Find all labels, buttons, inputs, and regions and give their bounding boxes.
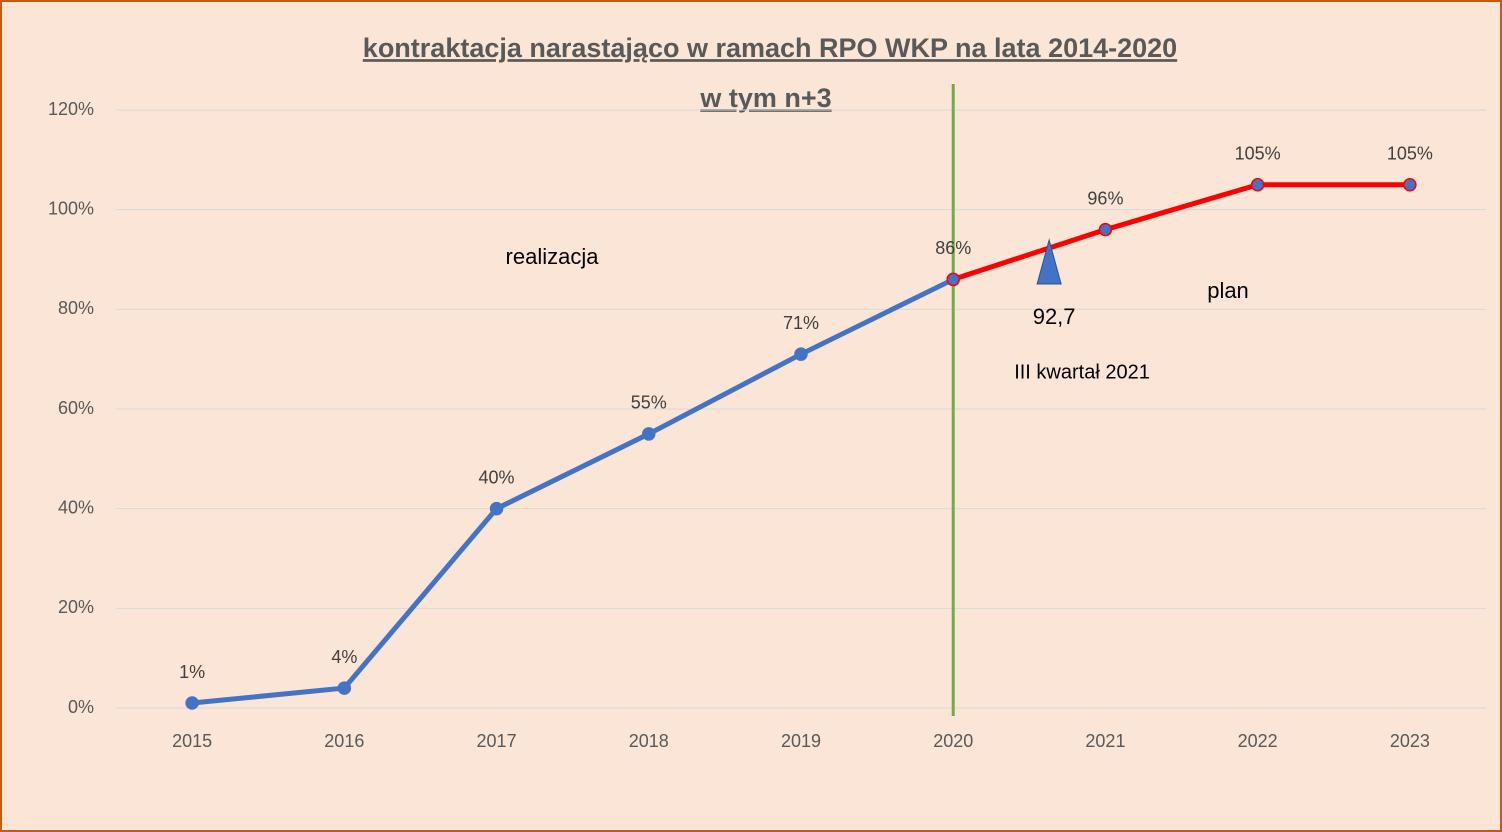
triangle-marker <box>1036 238 1062 285</box>
y-tick-label: 20% <box>58 597 94 617</box>
x-tick-label: 2016 <box>324 731 364 751</box>
data-point <box>185 696 199 710</box>
data-label: 86% <box>935 238 971 258</box>
y-tick-label: 0% <box>68 697 94 717</box>
data-point <box>337 681 352 695</box>
chart-subtitle: w tym n+3 <box>699 83 831 113</box>
data-label: 105% <box>1235 144 1281 164</box>
data-label: 71% <box>783 313 819 333</box>
data-point <box>1098 222 1113 237</box>
x-tick-label: 2019 <box>781 731 821 751</box>
data-point <box>794 347 808 361</box>
y-tick-label: 40% <box>58 497 94 517</box>
y-tick-label: 120% <box>48 99 94 119</box>
x-tick-label: 2018 <box>629 731 669 751</box>
y-tick-label: 80% <box>58 298 94 318</box>
series-line <box>952 182 1410 282</box>
marker-label: 92,7 <box>1033 304 1076 329</box>
annotation-text: III kwartał 2021 <box>1014 361 1150 383</box>
data-label: 96% <box>1087 188 1123 208</box>
data-label: 1% <box>179 662 205 682</box>
data-point <box>1250 178 1265 192</box>
data-point <box>946 272 960 287</box>
y-tick-label: 60% <box>58 398 94 418</box>
series-line <box>191 277 955 706</box>
series-name-label: realizacja <box>506 244 600 269</box>
data-label: 55% <box>631 393 667 413</box>
chart-title: kontraktacja narastająco w ramach RPO WK… <box>363 33 1177 63</box>
data-label: 105% <box>1387 144 1433 164</box>
data-label: 4% <box>331 647 357 667</box>
series-name-label: plan <box>1207 278 1249 303</box>
data-point <box>1403 178 1417 192</box>
x-tick-label: 2023 <box>1390 731 1430 751</box>
x-tick-label: 2021 <box>1085 731 1125 751</box>
x-tick-label: 2022 <box>1238 731 1278 751</box>
x-tick-label: 2020 <box>933 731 973 751</box>
x-tick-label: 2015 <box>172 731 212 751</box>
data-point <box>489 501 504 516</box>
data-label: 40% <box>479 467 515 487</box>
data-point <box>642 427 656 441</box>
y-tick-label: 100% <box>48 198 94 218</box>
x-tick-label: 2017 <box>477 731 517 751</box>
